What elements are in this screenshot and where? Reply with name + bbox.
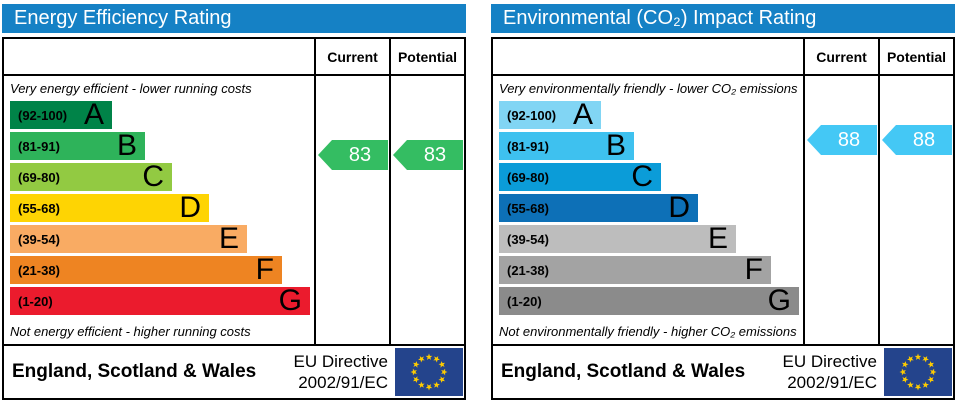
band-row-c: (69-80) C [10,160,314,194]
band-row-e: (39-54) E [499,222,803,256]
band-range: (81-91) [507,138,549,154]
region-label: England, Scotland & Wales [12,361,257,382]
band-a: (92-100) A [10,98,112,131]
eu-flag-icon [395,348,463,396]
band-b: (81-91) B [10,129,145,162]
band-row-b: (81-91) B [499,129,803,163]
potential-value-column: 83 [389,76,464,344]
current-rating-arrow: 88 [807,125,877,155]
region-label: England, Scotland & Wales [501,361,746,382]
energy-efficiency-panel: Energy Efficiency Rating Current Potenti… [2,4,466,400]
co2-table-header-row: Current Potential [493,39,953,76]
band-letter: D [179,191,201,224]
band-row-g: (1-20) G [499,284,803,318]
band-range: (69-80) [18,169,60,185]
band-c: (69-80) C [499,160,661,193]
band-range: (21-38) [18,262,60,278]
band-row-e: (39-54) E [10,222,314,256]
band-letter: G [767,284,791,317]
co2-table-footer: England, Scotland & Wales EU Directive 2… [493,344,953,398]
co2-table-body: Very environmentally friendly - lower CO… [493,76,953,344]
energy-band-scale: Very energy efficient - lower running co… [4,76,314,344]
band-letter: A [572,98,593,131]
co2-band-scale: Very environmentally friendly - lower CO… [493,76,803,344]
bottom-caption: Not environmentally friendly - higher CO… [499,323,797,339]
potential-value-column: 88 [878,76,953,344]
band-range: (55-68) [18,200,60,216]
band-letter: C [142,160,164,193]
band-b: (81-91) B [499,129,634,162]
band-a: (92-100) A [499,98,601,131]
band-letter: A [83,98,104,131]
potential-rating-arrow: 88 [882,125,952,155]
potential-column-header: Potential [389,39,464,74]
band-row-d: (55-68) D [499,191,803,225]
current-column-header: Current [803,39,878,74]
band-range: (21-38) [507,262,549,278]
band-letter: F [255,253,274,286]
band-letter: B [116,129,137,162]
co2-rating-table: Current Potential Very environmentally f… [491,37,955,400]
band-row-g: (1-20) G [10,284,314,318]
co2-impact-panel: Environmental (CO₂) Impact Rating Curren… [491,4,955,400]
band-row-a: (92-100) A [10,98,314,132]
band-range: (81-91) [18,138,60,154]
band-row-b: (81-91) B [10,129,314,163]
band-range: (39-54) [507,231,549,247]
band-row-d: (55-68) D [10,191,314,225]
eu-flag-icon [884,348,952,396]
band-f: (21-38) F [499,253,771,286]
band-g: (1-20) G [499,284,799,317]
header-spacer-cell [4,39,314,74]
energy-table-body: Very energy efficient - lower running co… [4,76,464,344]
band-f: (21-38) F [10,253,282,286]
bottom-caption: Not energy efficient - higher running co… [10,323,251,339]
energy-table-footer: England, Scotland & Wales EU Directive 2… [4,344,464,398]
band-range: (1-20) [507,293,542,309]
band-range: (92-100) [507,107,557,123]
band-letter: D [668,191,690,224]
co2-panel-title-bar: Environmental (CO₂) Impact Rating [491,4,955,33]
co2-panel-title: Environmental (CO₂) Impact Rating [503,7,817,29]
band-letter: E [218,222,239,255]
band-row-f: (21-38) F [499,253,803,287]
eu-directive-label: EU Directive 2002/91/EC [293,351,388,392]
band-row-c: (69-80) C [499,160,803,194]
energy-panel-title-bar: Energy Efficiency Rating [2,4,466,33]
band-range: (1-20) [18,293,53,309]
band-letter: C [631,160,653,193]
energy-rating-table: Current Potential Very energy efficient … [2,37,466,400]
band-d: (55-68) D [499,191,698,224]
energy-panel-title: Energy Efficiency Rating [14,7,232,29]
top-caption: Very environmentally friendly - lower CO… [499,81,798,96]
band-range: (69-80) [507,169,549,185]
band-e: (39-54) E [499,222,736,255]
header-spacer-cell [493,39,803,74]
eu-directive-label: EU Directive 2002/91/EC [782,351,877,392]
potential-rating-arrow: 83 [393,140,463,170]
band-letter: B [605,129,626,162]
band-letter: F [744,253,763,286]
current-column-header: Current [314,39,389,74]
band-letter: E [707,222,728,255]
band-range: (55-68) [507,200,549,216]
current-value-column: 88 [803,76,878,344]
band-row-f: (21-38) F [10,253,314,287]
band-row-a: (92-100) A [499,98,803,132]
potential-column-header: Potential [878,39,953,74]
band-e: (39-54) E [10,222,247,255]
band-d: (55-68) D [10,191,209,224]
band-range: (39-54) [18,231,60,247]
band-g: (1-20) G [10,284,310,317]
top-caption: Very energy efficient - lower running co… [10,81,252,96]
band-range: (92-100) [18,107,68,123]
band-c: (69-80) C [10,160,172,193]
current-rating-arrow: 83 [318,140,388,170]
band-letter: G [278,284,302,317]
energy-table-header-row: Current Potential [4,39,464,76]
current-value-column: 83 [314,76,389,344]
